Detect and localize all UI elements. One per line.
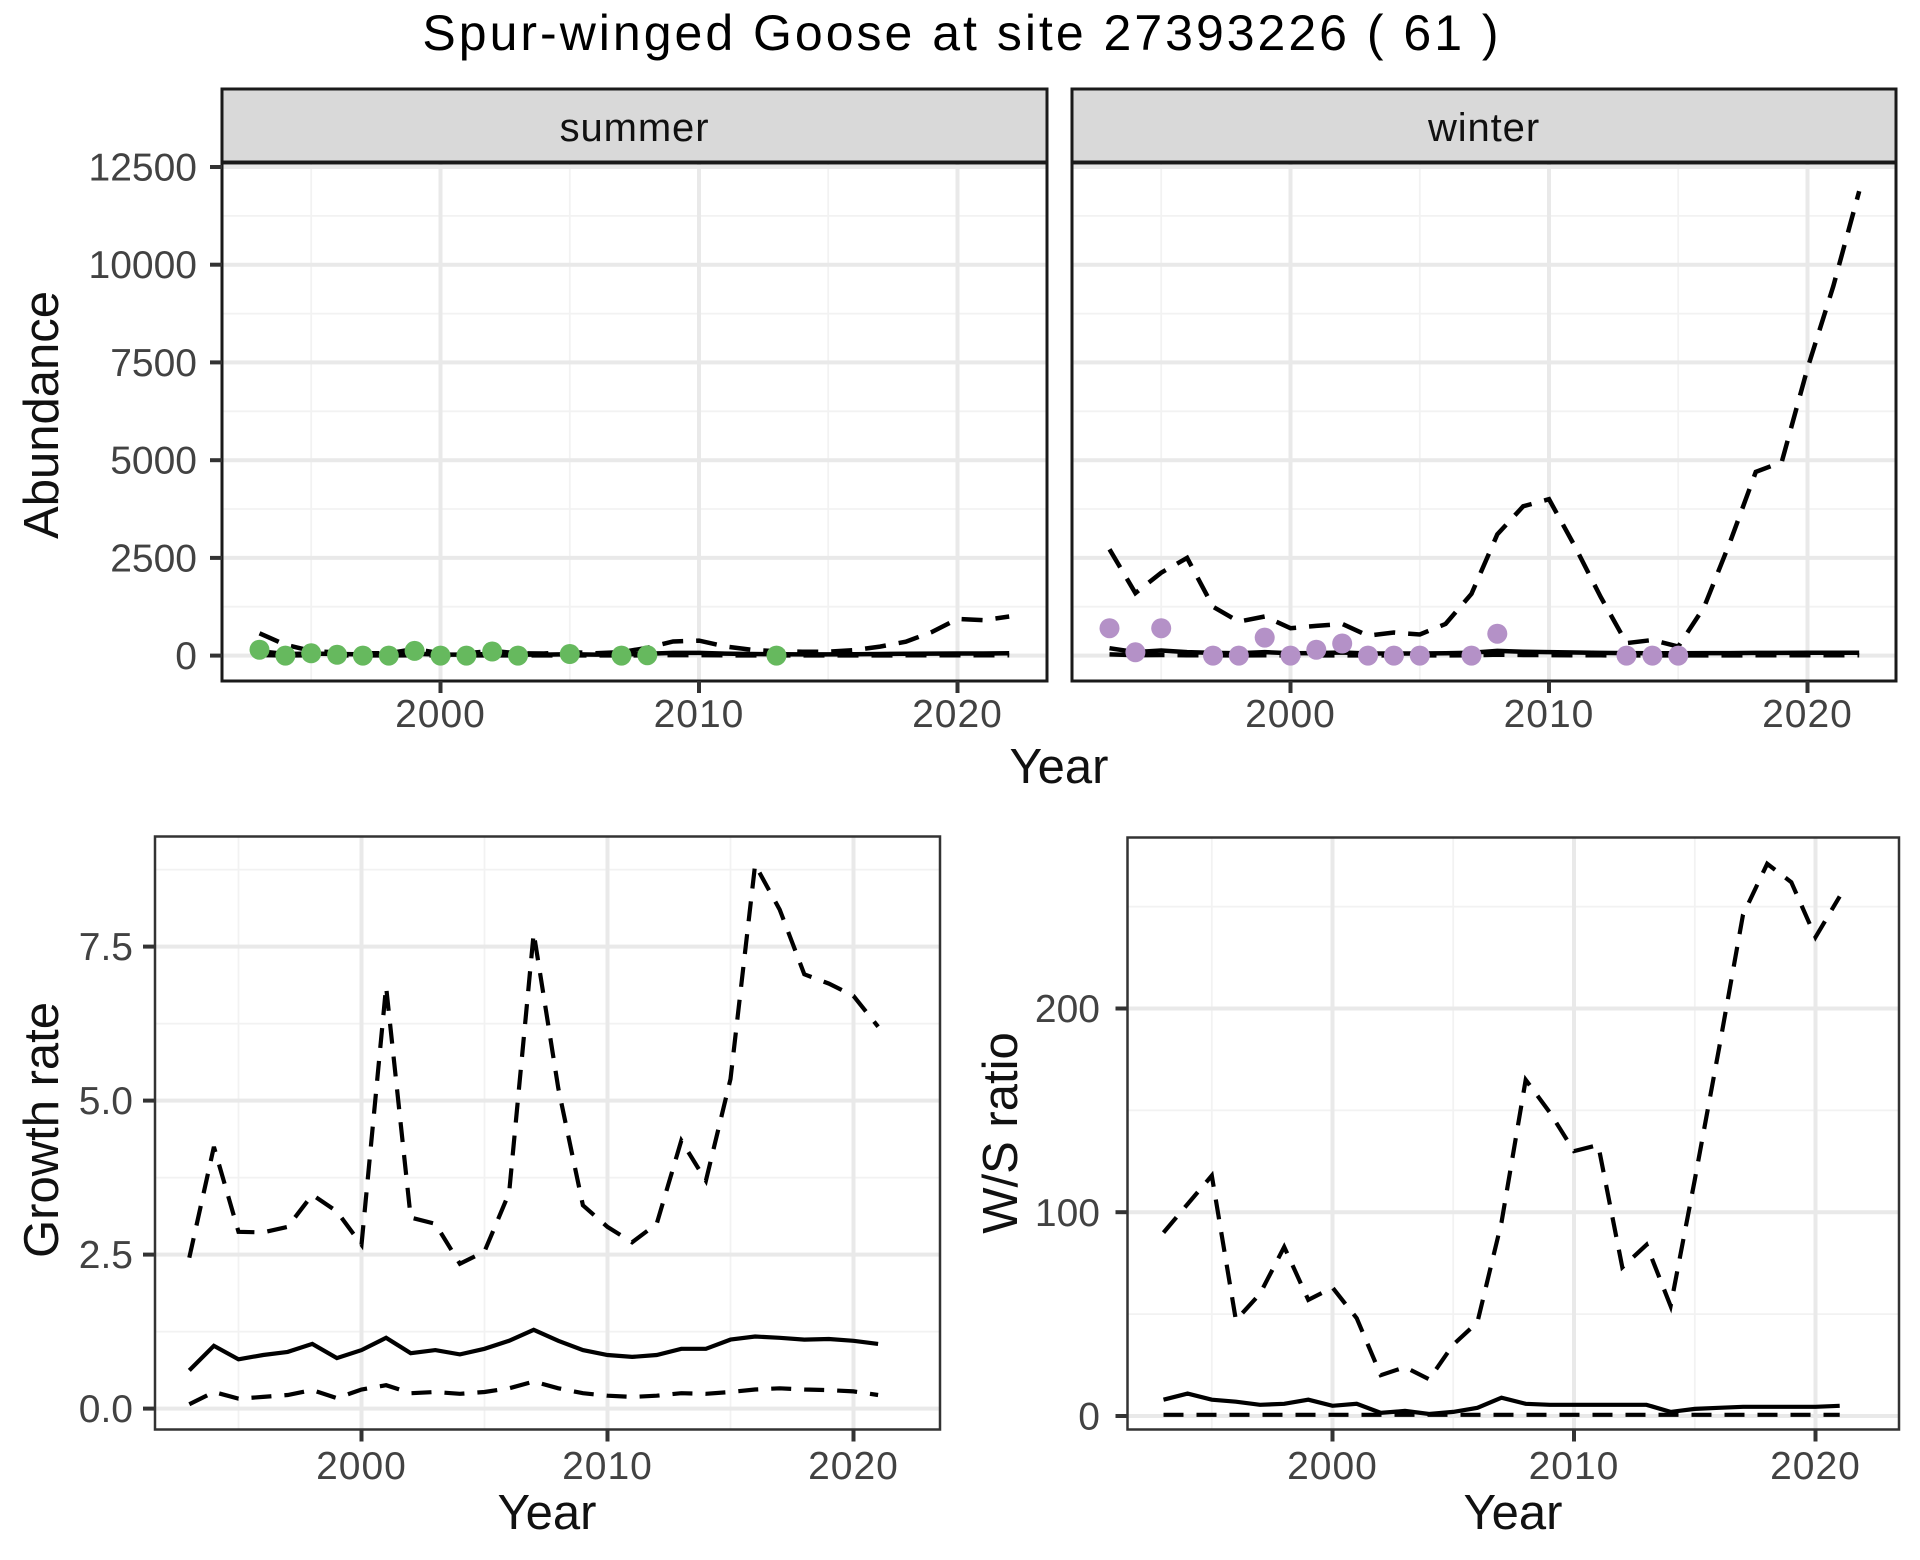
svg-text:2000: 2000 — [1287, 1445, 1378, 1488]
svg-text:2.5: 2.5 — [79, 1234, 133, 1277]
svg-text:2000: 2000 — [316, 1445, 407, 1488]
svg-text:2010: 2010 — [562, 1445, 653, 1488]
svg-text:100: 100 — [1035, 1192, 1100, 1235]
svg-text:Year: Year — [1009, 740, 1108, 794]
svg-text:2010: 2010 — [654, 693, 745, 736]
svg-text:W/S ratio: W/S ratio — [974, 1032, 1028, 1233]
svg-text:Abundance: Abundance — [15, 291, 69, 539]
svg-text:2500: 2500 — [110, 537, 197, 580]
svg-text:5000: 5000 — [110, 440, 197, 483]
svg-text:7.5: 7.5 — [79, 926, 133, 969]
svg-text:Year: Year — [497, 1486, 596, 1540]
svg-text:2020: 2020 — [808, 1445, 899, 1488]
svg-text:12500: 12500 — [89, 147, 197, 190]
svg-text:Year: Year — [1463, 1486, 1562, 1540]
svg-text:summer: summer — [560, 106, 710, 150]
svg-text:2010: 2010 — [1504, 693, 1595, 736]
svg-text:0: 0 — [1078, 1396, 1100, 1439]
svg-text:200: 200 — [1035, 988, 1100, 1031]
svg-text:2020: 2020 — [1770, 1445, 1861, 1488]
svg-text:7500: 7500 — [110, 342, 197, 385]
svg-text:2020: 2020 — [1762, 693, 1853, 736]
svg-text:winter: winter — [1427, 106, 1540, 150]
svg-text:5.0: 5.0 — [79, 1080, 133, 1123]
svg-text:2020: 2020 — [912, 693, 1003, 736]
svg-text:2000: 2000 — [395, 693, 486, 736]
svg-text:Spur-winged Goose at site 2739: Spur-winged Goose at site 27393226 ( 61 … — [422, 5, 1501, 61]
svg-text:Growth rate: Growth rate — [15, 1002, 69, 1258]
svg-text:0.0: 0.0 — [79, 1388, 133, 1431]
svg-text:2010: 2010 — [1529, 1445, 1620, 1488]
svg-text:10000: 10000 — [89, 244, 197, 287]
svg-text:2000: 2000 — [1245, 693, 1336, 736]
svg-text:0: 0 — [175, 635, 197, 678]
